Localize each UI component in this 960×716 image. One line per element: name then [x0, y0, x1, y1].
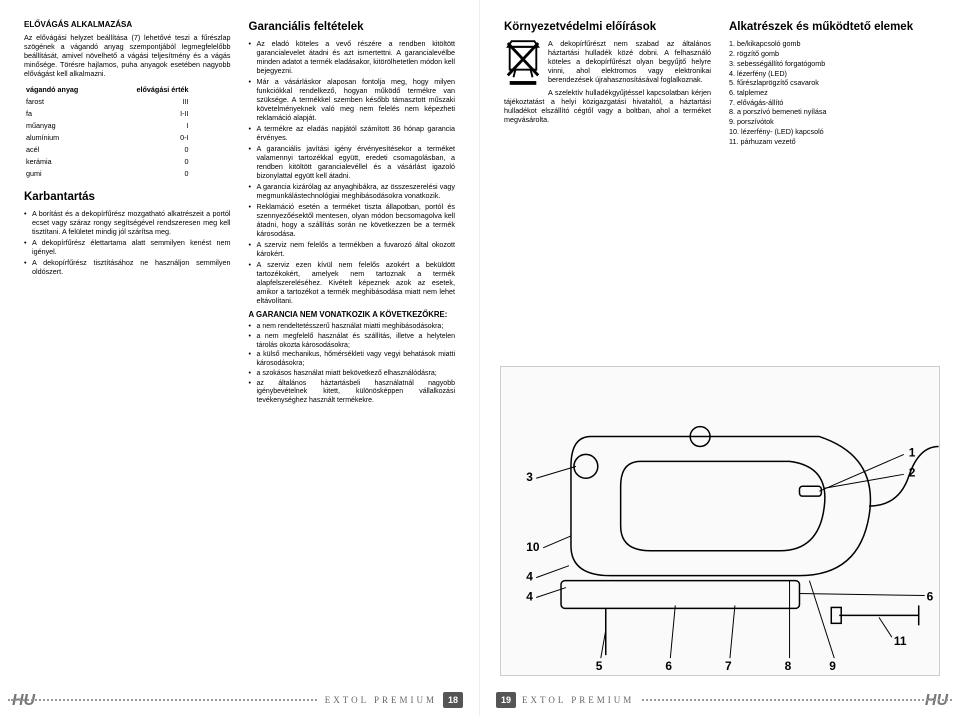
table-cell: I-II	[101, 108, 229, 118]
list-item: 9. porszívótok	[729, 117, 936, 127]
left-col-1: ELŐVÁGÁS ALKALMAZÁSA Az elővágási helyze…	[24, 20, 231, 676]
list-item: az általános háztartásbeli használatnál …	[249, 380, 456, 406]
svg-text:4: 4	[526, 589, 533, 603]
table-cell: kerámia	[26, 156, 99, 166]
spread: ELŐVÁGÁS ALKALMAZÁSA Az elővágási helyze…	[0, 0, 960, 716]
list-item: A borítást és a dekopírfűrész mozgatható…	[24, 209, 231, 236]
page-right: Környezetvédelmi előírások A dekopírfűré…	[480, 0, 960, 716]
right-col-2: Alkatrészek és működtető elemek 1. be/ki…	[729, 20, 936, 146]
svg-text:2: 2	[909, 465, 916, 479]
brand-text: EXTOL PREMIUM	[325, 695, 437, 705]
maintenance-list: A borítást és a dekopírfűrész mozgatható…	[24, 209, 231, 276]
list-item: 2. rögzítő gomb	[729, 49, 936, 59]
right-col-1: Környezetvédelmi előírások A dekopírfűré…	[504, 20, 711, 146]
table-cell: gumi	[26, 168, 99, 178]
list-item: A dekopírfűrész tisztításához ne használ…	[24, 258, 231, 276]
list-item: a külső mechanikus, hőmérsékleti vagy ve…	[249, 351, 456, 369]
footer-left: EXTOL PREMIUM 18	[0, 692, 479, 708]
list-item: A szerviz nem felelős a termékben a fuva…	[249, 240, 456, 258]
env-heading: Környezetvédelmi előírások	[504, 20, 711, 34]
list-item: A dekopírfűrész élettartama alatt semmil…	[24, 238, 231, 256]
precut-heading: ELŐVÁGÁS ALKALMAZÁSA	[24, 20, 231, 30]
table-header: vágandó anyag	[26, 84, 99, 94]
list-item: 8. a porszívó bemeneti nyílása	[729, 107, 936, 117]
list-item: Reklamáció esetén a terméket tiszta álla…	[249, 202, 456, 238]
svg-text:3: 3	[526, 470, 533, 484]
weee-icon	[504, 39, 542, 87]
table-cell: műanyag	[26, 120, 99, 130]
svg-text:6: 6	[927, 589, 934, 603]
svg-text:4: 4	[526, 570, 533, 584]
table-cell: fa	[26, 108, 99, 118]
list-item: A szerviz ezen kívül nem felelős azokért…	[249, 260, 456, 305]
svg-text:9: 9	[829, 659, 836, 673]
brand-text: EXTOL PREMIUM	[522, 695, 634, 705]
table-cell: 0-I	[101, 132, 229, 142]
env-p2: A szelektív hulladékgyűjtéssel kapcsolat…	[504, 88, 711, 124]
list-item: A garanciális javítási igény érvényesíté…	[249, 144, 456, 180]
list-item: 4. lézerfény (LED)	[729, 69, 936, 79]
parts-heading: Alkatrészek és működtető elemek	[729, 20, 936, 34]
page-left: ELŐVÁGÁS ALKALMAZÁSA Az elővágási helyze…	[0, 0, 480, 716]
list-item: Az eladó köteles a vevő részére a rendbe…	[249, 39, 456, 75]
precut-body: Az elővágási helyzet beállítása (7) lehe…	[24, 33, 231, 78]
maintenance-heading: Karbantartás	[24, 190, 231, 204]
list-item: a szokásos használat miatt bekövetkező e…	[249, 370, 456, 379]
list-item: 3. sebességállító forgatógomb	[729, 59, 936, 69]
table-cell: farost	[26, 96, 99, 106]
list-item: 11. párhuzam vezető	[729, 137, 936, 147]
warranty-heading: Garanciális feltételek	[249, 20, 456, 34]
svg-text:11: 11	[894, 634, 907, 648]
warranty-excl-heading: A GARANCIA NEM VONATKOZIK A KÖVETKEZŐKRE…	[249, 310, 456, 320]
svg-text:10: 10	[526, 540, 540, 554]
list-item: 10. lézerfény- (LED) kapcsoló	[729, 127, 936, 137]
footer-right: 19 EXTOL PREMIUM	[480, 692, 960, 708]
table-cell: 0	[101, 144, 229, 154]
table-header: elővágási érték	[101, 84, 229, 94]
page-number: 19	[496, 692, 516, 708]
table-cell: alumínium	[26, 132, 99, 142]
svg-text:5: 5	[596, 659, 603, 673]
table-cell: I	[101, 120, 229, 130]
list-item: 1. be/kikapcsoló gomb	[729, 39, 936, 49]
svg-text:7: 7	[725, 659, 732, 673]
svg-text:6: 6	[665, 659, 672, 673]
table-cell: 0	[101, 156, 229, 166]
list-item: A garancia kizárólag az anyaghibákra, az…	[249, 182, 456, 200]
list-item: Már a vásárláskor alaposan fontolja meg,…	[249, 77, 456, 122]
svg-text:8: 8	[785, 659, 792, 673]
warranty-excl-list: a nem rendeltetésszerű használat miatti …	[249, 323, 456, 406]
jigsaw-diagram: 2 1 3 10 4 4 5 6 7 8 9 11 6	[500, 366, 940, 676]
page-number: 18	[443, 692, 463, 708]
list-item: a nem megfelelő használat és szállítás, …	[249, 333, 456, 351]
list-item: A termékre az eladás napjától számított …	[249, 124, 456, 142]
left-col-2: Garanciális feltételek Az eladó köteles …	[249, 20, 456, 676]
table-cell: acél	[26, 144, 99, 154]
svg-text:1: 1	[909, 445, 916, 459]
table-cell: 0	[101, 168, 229, 178]
parts-list: 1. be/kikapcsoló gomb2. rögzítő gomb3. s…	[729, 39, 936, 146]
list-item: 7. elővágás-állító	[729, 98, 936, 108]
table-cell: III	[101, 96, 229, 106]
material-table: vágandó anyagelővágási érték farostIIIfa…	[24, 82, 231, 180]
warranty-list: Az eladó köteles a vevő részére a rendbe…	[249, 39, 456, 305]
list-item: 6. talplemez	[729, 88, 936, 98]
list-item: 5. fűrészlaprögzítő csavarok	[729, 78, 936, 88]
list-item: a nem rendeltetésszerű használat miatti …	[249, 323, 456, 332]
